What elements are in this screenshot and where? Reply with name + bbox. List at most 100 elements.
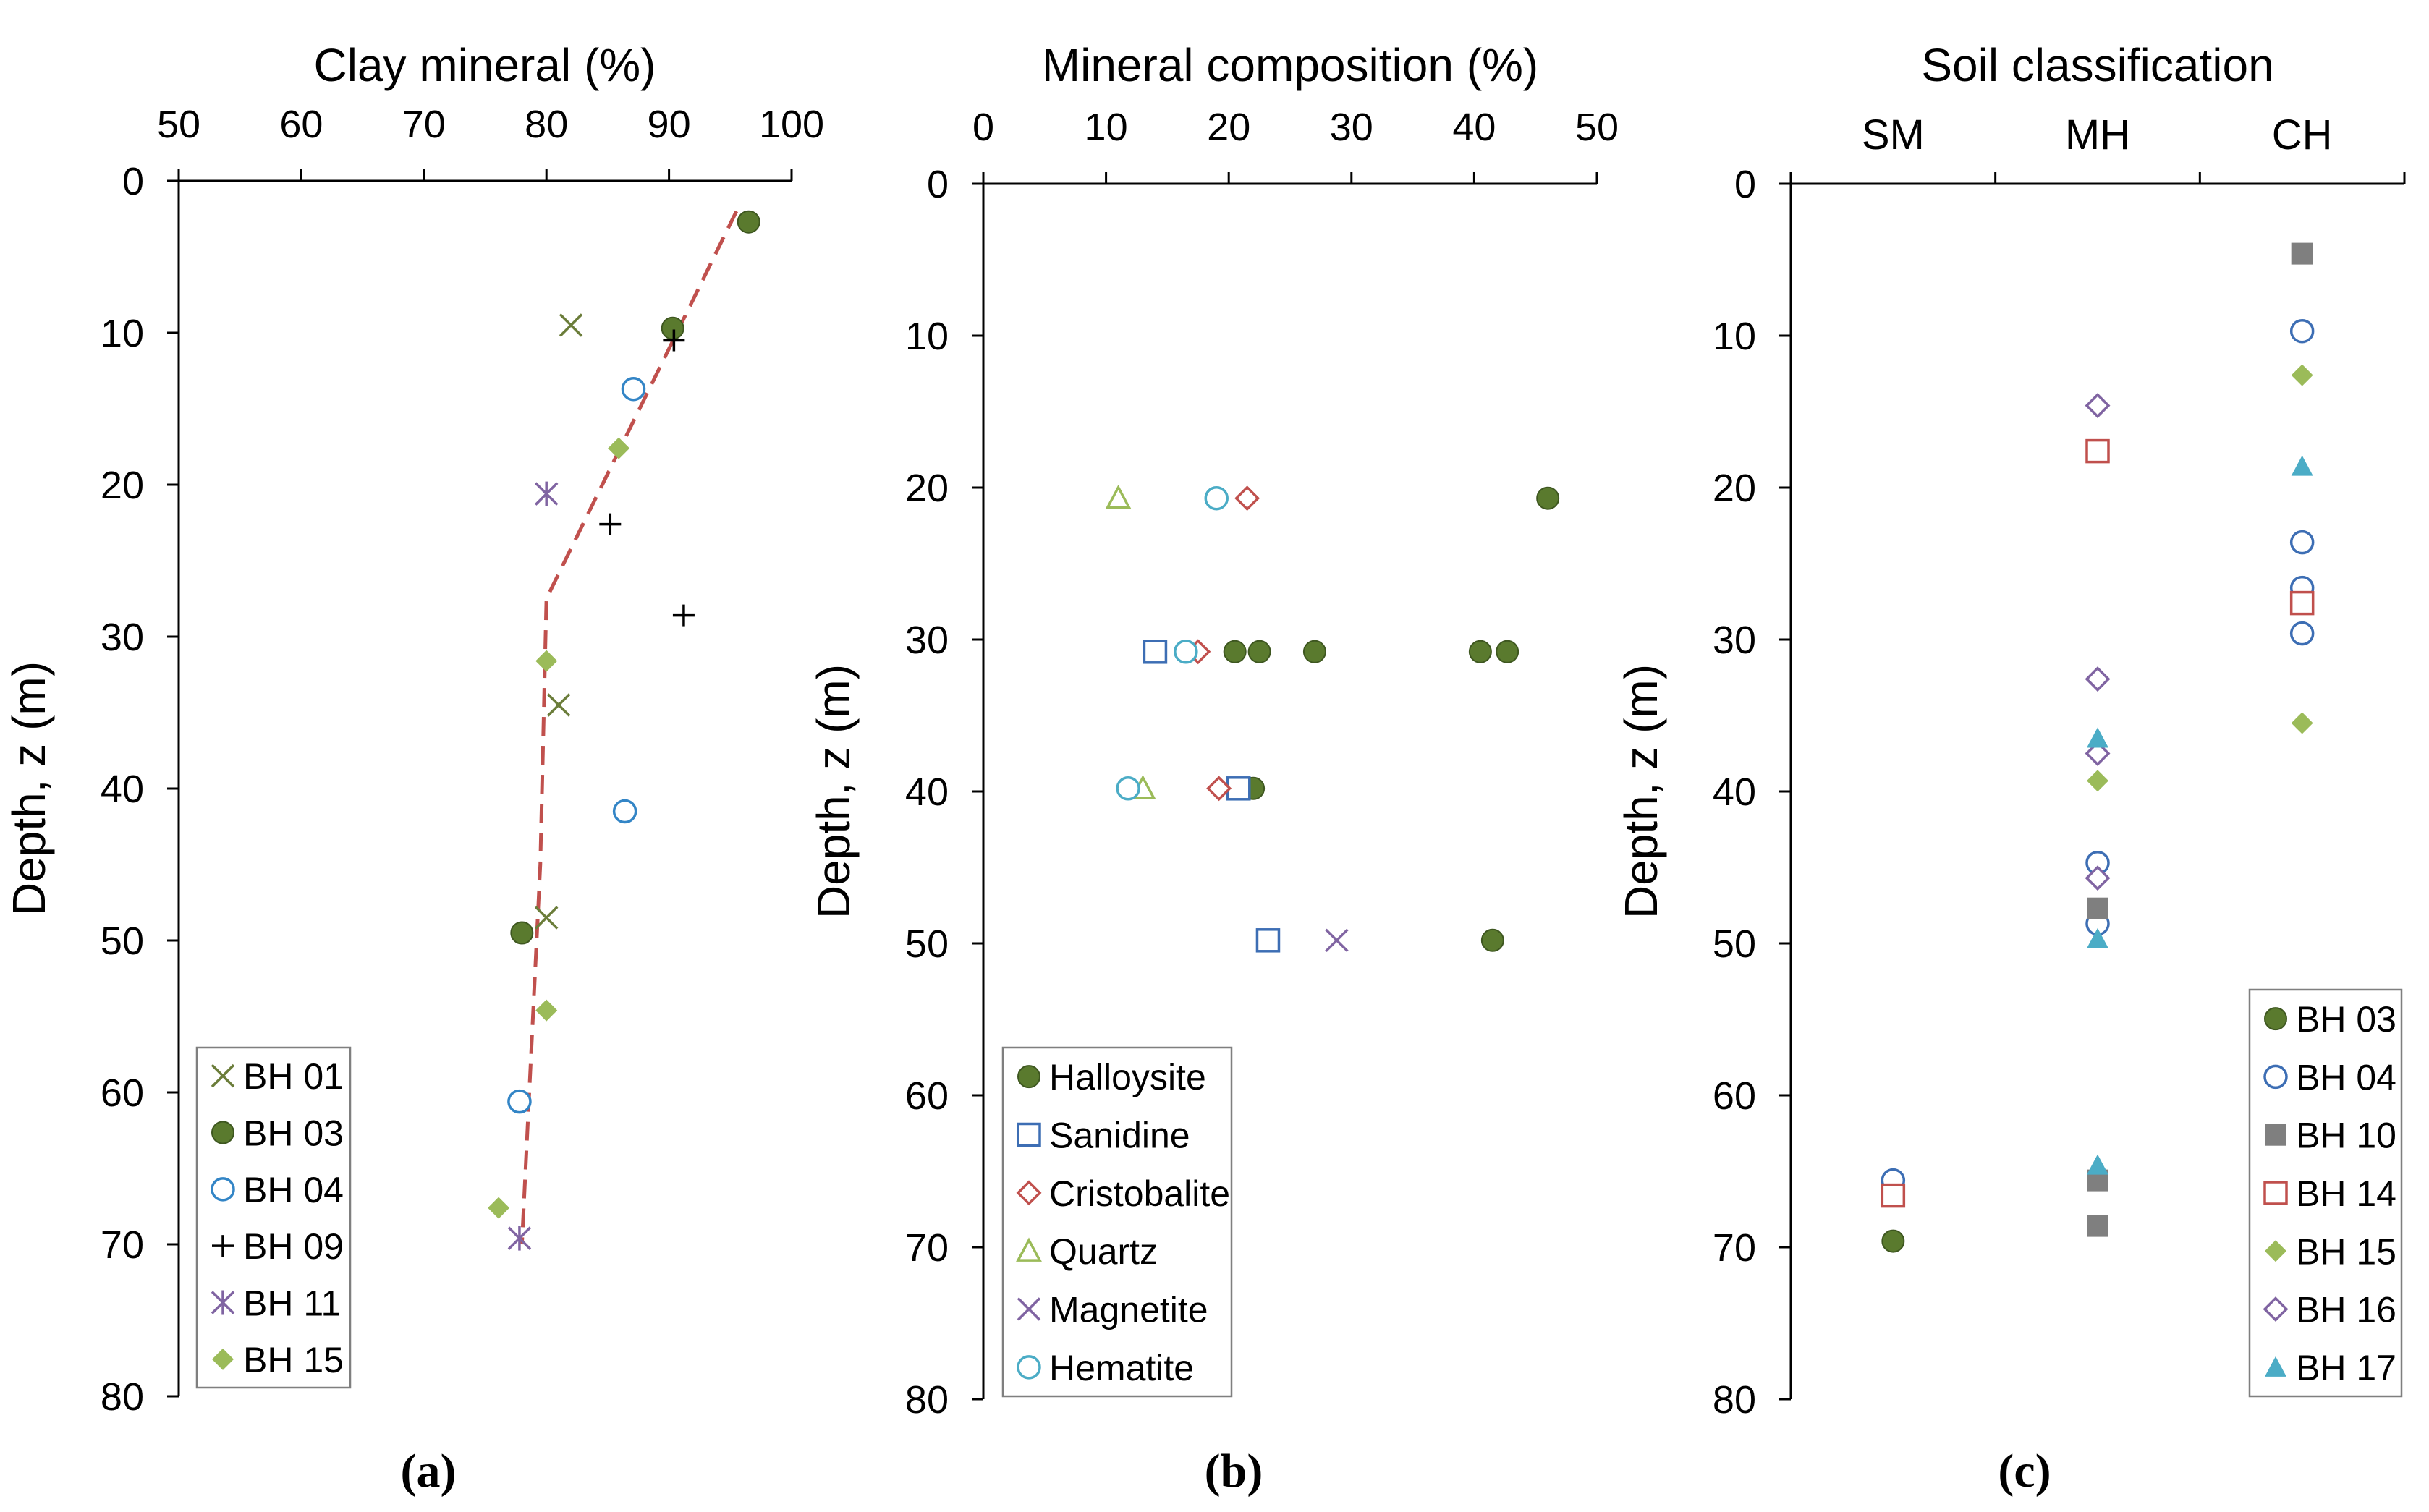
series-bh-16 xyxy=(2085,393,2111,891)
data-point-stroke-b xyxy=(534,906,559,930)
legend-label: Sanidine xyxy=(1049,1116,1190,1156)
data-point xyxy=(1105,484,1132,509)
data-point-shape xyxy=(1480,928,1504,952)
data-point-shape xyxy=(1206,776,1232,802)
x-tick-label: 20 xyxy=(1207,106,1250,149)
legend-marker-bh-11 xyxy=(211,1290,235,1315)
legend-marker-bh-04 xyxy=(211,1177,235,1202)
series-bh-03 xyxy=(1881,1229,1905,1253)
data-point xyxy=(1881,1229,1905,1253)
data-point xyxy=(663,329,685,352)
data-point xyxy=(2291,364,2313,386)
data-point xyxy=(1496,640,1519,663)
data-point xyxy=(2087,727,2108,748)
data-point-shape xyxy=(2087,727,2108,748)
data-point xyxy=(621,376,646,402)
y-tick-label: 70 xyxy=(101,1223,144,1267)
data-point-shape xyxy=(2085,438,2110,464)
data-point-stroke-b xyxy=(546,693,571,717)
data-point-shape xyxy=(535,650,558,672)
legend-marker-magnetite xyxy=(1017,1297,1041,1321)
data-point-shape xyxy=(2087,897,2108,919)
y-tick-label: 80 xyxy=(905,1378,949,1422)
series-bh-15 xyxy=(2087,364,2313,792)
y-tick-label: 20 xyxy=(1713,467,1756,510)
data-point xyxy=(2289,621,2315,646)
data-point xyxy=(2085,393,2111,419)
legend-marker-bh-03 xyxy=(2264,1007,2287,1031)
x-tick-label: 60 xyxy=(279,103,323,146)
data-point xyxy=(1234,485,1260,511)
data-point-shape xyxy=(1881,1229,1905,1253)
legend-marker-bh-03-shape xyxy=(2264,1007,2287,1031)
legend-label: Hematite xyxy=(1049,1348,1194,1388)
legend-marker-bh-17-shape xyxy=(2265,1356,2286,1377)
data-point-shape xyxy=(510,921,534,945)
data-point-shape xyxy=(2289,621,2315,646)
legend-marker-bh-15 xyxy=(212,1348,234,1370)
legend-marker-bh-10-shape xyxy=(2265,1124,2286,1146)
x-axis-title: Soil classification xyxy=(1921,39,2273,91)
y-tick-label: 40 xyxy=(1713,770,1756,814)
data-point-shape xyxy=(1247,640,1271,663)
panel-caption: (a) xyxy=(401,1445,457,1498)
y-tick-label: 40 xyxy=(905,770,949,814)
legend-marker-quartz xyxy=(1016,1237,1042,1262)
legend-marker-bh-01 xyxy=(211,1063,235,1088)
y-tick-label: 0 xyxy=(1734,163,1756,206)
legend-marker-bh-01-stroke-b xyxy=(211,1063,235,1088)
series-bh-04 xyxy=(507,376,646,1114)
x-category-label: MH xyxy=(2065,111,2130,158)
legend-marker-magnetite-stroke-b xyxy=(1017,1297,1041,1321)
legend-marker-hematite xyxy=(1017,1355,1041,1380)
legend-marker-bh-16 xyxy=(2263,1296,2289,1322)
data-point-stroke-b xyxy=(1325,928,1349,953)
data-point xyxy=(534,481,559,506)
legend-marker-bh-04 xyxy=(2263,1064,2288,1090)
legend-label: BH 11 xyxy=(243,1283,341,1324)
data-point-shape xyxy=(1468,640,1492,663)
data-point xyxy=(2291,712,2313,734)
data-point-shape xyxy=(2085,741,2111,766)
series-hematite xyxy=(1116,485,1229,801)
data-point xyxy=(2085,741,2111,766)
data-point xyxy=(1302,640,1326,663)
data-point-shape xyxy=(1174,640,1198,664)
y-tick-label: 20 xyxy=(905,467,949,510)
y-tick-label: 30 xyxy=(905,619,949,662)
legend-label: Quartz xyxy=(1049,1231,1158,1272)
legend-label: BH 01 xyxy=(243,1056,344,1097)
y-tick-label: 50 xyxy=(1713,922,1756,966)
data-point-shape xyxy=(1116,776,1140,801)
x-tick-label: 0 xyxy=(972,106,994,149)
data-point xyxy=(1255,928,1281,953)
data-point-shape xyxy=(1302,640,1326,663)
legend-marker-hematite-shape xyxy=(1017,1355,1041,1380)
data-point-shape xyxy=(2289,530,2315,555)
y-tick-label: 60 xyxy=(101,1071,144,1115)
data-point-shape xyxy=(2087,1215,2108,1237)
legend-marker-bh-17 xyxy=(2265,1356,2286,1377)
data-point xyxy=(2087,770,2108,792)
legend-label: Magnetite xyxy=(1049,1290,1208,1330)
series-bh-14 xyxy=(1881,438,2315,1208)
data-point xyxy=(488,1197,510,1219)
data-point xyxy=(612,799,637,824)
data-point xyxy=(2085,865,2111,891)
data-point xyxy=(2289,318,2315,344)
legend-marker-bh-15-shape xyxy=(212,1348,234,1370)
series-bh-17 xyxy=(2087,455,2313,1175)
data-point-shape xyxy=(507,1089,532,1114)
data-point xyxy=(507,1226,532,1251)
data-point xyxy=(737,210,760,234)
legend-box xyxy=(1001,1046,1233,1398)
data-point-shape xyxy=(1234,485,1260,511)
legend-label: BH 15 xyxy=(2296,1231,2396,1272)
series-bh-03 xyxy=(510,210,760,945)
series-bh-01 xyxy=(534,313,583,930)
data-point-shape xyxy=(1204,485,1229,511)
data-point-shape xyxy=(2291,242,2313,265)
legend-marker-bh-10 xyxy=(2265,1124,2286,1146)
data-point xyxy=(535,999,558,1022)
y-tick-label: 60 xyxy=(1713,1074,1756,1118)
